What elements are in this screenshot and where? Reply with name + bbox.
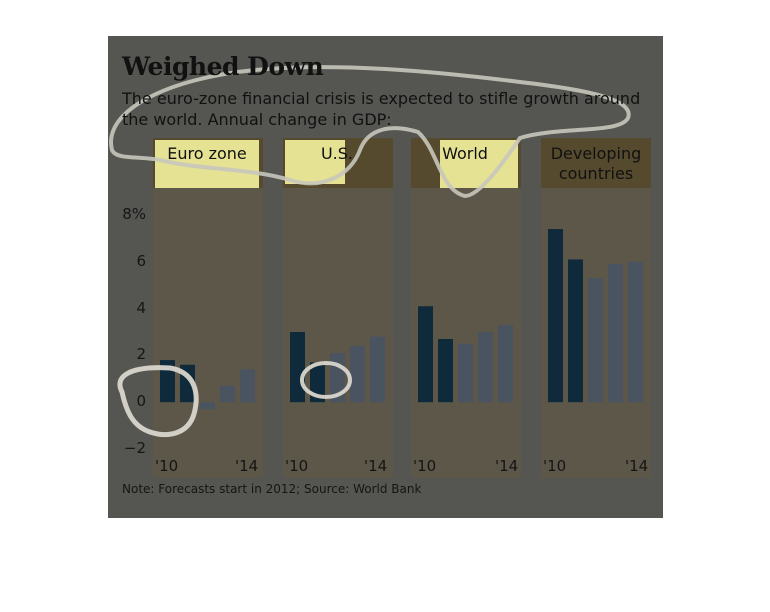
bar-world-2011 xyxy=(438,339,453,403)
bar-u-s-2013 xyxy=(350,346,365,403)
bar-u-s-2010 xyxy=(290,332,305,403)
x-tick-label: '10 xyxy=(543,457,567,475)
panel-u-s xyxy=(283,138,393,478)
bar-euro-zone-2014 xyxy=(240,369,255,403)
panel-title-us: U.S. xyxy=(320,144,354,163)
bar-developing-countries-2010 xyxy=(548,229,563,403)
bar-developing-countries-2013 xyxy=(608,264,623,403)
bar-developing-countries-2011 xyxy=(568,259,583,403)
bar-developing-countries-2014 xyxy=(628,261,643,403)
source-note: Note: Forecasts start in 2012; Source: W… xyxy=(122,482,422,496)
bar-world-2010 xyxy=(418,306,433,403)
chart-subtitle: The euro-zone financial crisis is expect… xyxy=(122,89,641,129)
x-tick-label: '10 xyxy=(285,457,309,475)
y-tick-label: 2 xyxy=(136,345,146,363)
bar-euro-zone-2013 xyxy=(220,385,235,403)
x-tick-label: '14 xyxy=(625,457,649,475)
panel-header-developing-countries xyxy=(541,138,651,188)
x-tick-label: '10 xyxy=(413,457,437,475)
x-tick-label: '14 xyxy=(495,457,519,475)
highlight-circle-us xyxy=(300,361,352,399)
bar-world-2013 xyxy=(478,332,493,403)
x-tick-label: '10 xyxy=(155,457,179,475)
x-tick-label: '14 xyxy=(364,457,388,475)
bar-world-2012 xyxy=(458,343,473,403)
panel-title-world: World xyxy=(442,144,488,163)
panel-title-developing-countries: Developing countries xyxy=(550,144,642,183)
chart-title: Weighed Down xyxy=(122,52,324,81)
bar-world-2014 xyxy=(498,324,513,403)
bar-u-s-2014 xyxy=(370,336,385,403)
y-tick-label: 8% xyxy=(122,205,146,223)
panel-euro-zone xyxy=(153,138,263,478)
bar-u-s-2011 xyxy=(310,362,325,403)
y-tick-label: 6 xyxy=(136,252,146,270)
bar-developing-countries-2012 xyxy=(588,278,603,403)
x-tick-label: '14 xyxy=(235,457,259,475)
y-tick-label: 0 xyxy=(136,392,146,410)
bar-euro-zone-2012 xyxy=(200,402,215,410)
y-tick-label: −2 xyxy=(123,439,146,457)
highlight-world-header xyxy=(440,140,518,188)
panel-title-euro-zone: Euro zone xyxy=(167,144,247,163)
y-tick-label: 4 xyxy=(136,299,146,317)
highlight-outline-stroke xyxy=(109,65,631,199)
highlight-circle-euro-zone xyxy=(117,365,199,438)
